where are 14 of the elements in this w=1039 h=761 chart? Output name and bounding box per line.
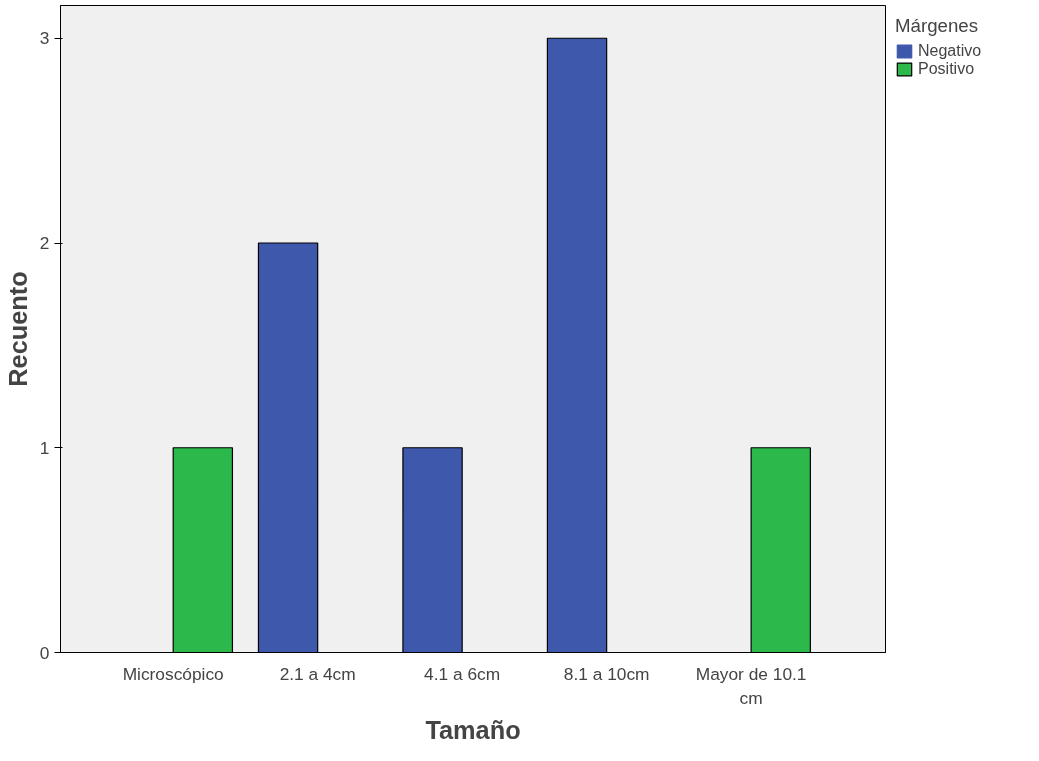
x-tick-label: Microscópico xyxy=(122,663,224,684)
x-tick-label: 8.1 a 10cm xyxy=(563,663,650,684)
y-tick-label: 3 xyxy=(39,28,50,49)
x-tick-label: Mayor de 10.1 cm xyxy=(695,663,807,708)
y-tick-label: 2 xyxy=(39,233,50,254)
y-axis-title: Recuento xyxy=(3,271,32,387)
x-tick-label: 4.1 a 6cm xyxy=(424,663,501,684)
y-tick-label: 0 xyxy=(39,642,50,663)
x-tick-label: 2.1 a 4cm xyxy=(279,663,356,684)
legend-label: Positivo xyxy=(918,60,975,78)
y-tick-label: 1 xyxy=(39,437,50,458)
x-axis-title: Tamaño xyxy=(425,715,521,744)
legend-label: Negativo xyxy=(918,42,982,60)
legend-title: Márgenes xyxy=(895,15,979,37)
